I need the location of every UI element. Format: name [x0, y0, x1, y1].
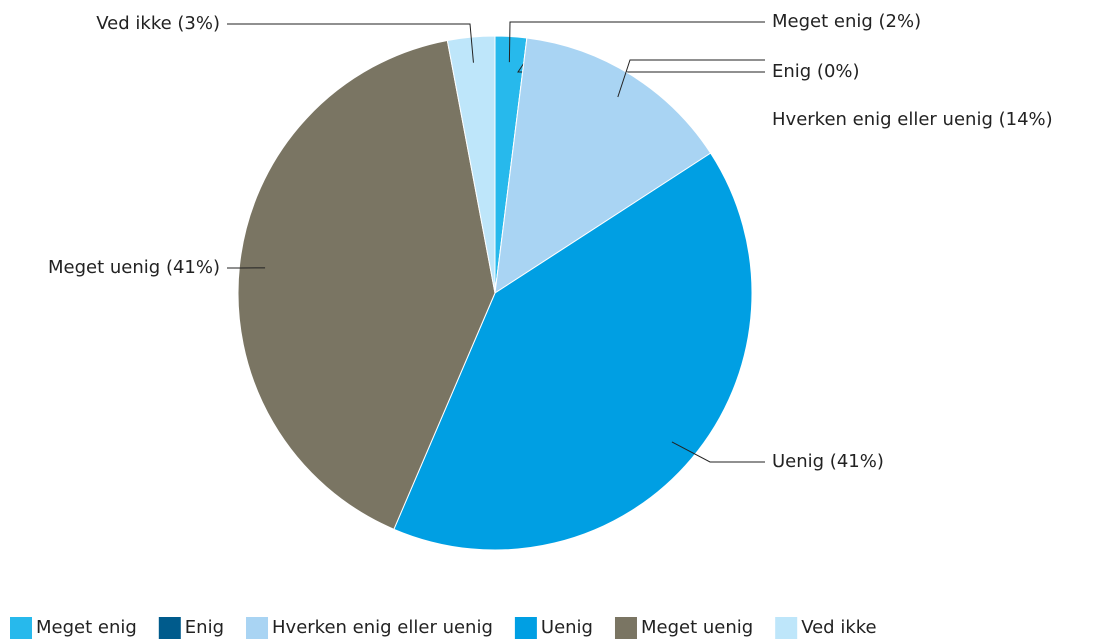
- data-label: Ved ikke (3%): [96, 13, 220, 34]
- leader-line: [227, 23, 474, 63]
- legend-label: Uenig: [541, 617, 593, 638]
- data-label: Enig (0%): [772, 61, 860, 82]
- legend-label: Ved ikke: [801, 617, 876, 638]
- pie-slice: [494, 37, 712, 295]
- legend-swatch: [10, 617, 32, 639]
- legend-swatch: [775, 617, 798, 639]
- legend-label: Meget uenig: [641, 617, 753, 638]
- leader-line: [671, 441, 765, 463]
- legend-label: Hverken enig eller uenig: [272, 617, 493, 638]
- legend-label: Meget enig: [36, 617, 137, 638]
- leader-line: [508, 21, 765, 63]
- data-label: Meget uenig (41%): [48, 257, 220, 278]
- legend-swatch: [158, 617, 181, 639]
- data-label: Hverken enig eller uenig (14%): [772, 109, 1053, 130]
- legend-swatch: [246, 617, 269, 639]
- leader-line: [517, 63, 765, 73]
- legend-swatch: [514, 617, 537, 639]
- data-label: Meget enig (2%): [772, 11, 921, 32]
- pie-slice: [393, 152, 753, 551]
- data-label: Uenig (41%): [772, 451, 884, 472]
- leader-line: [617, 59, 765, 98]
- legend-swatch: [614, 617, 637, 639]
- legend-label: Enig: [185, 617, 224, 638]
- pie-slice: [237, 39, 496, 530]
